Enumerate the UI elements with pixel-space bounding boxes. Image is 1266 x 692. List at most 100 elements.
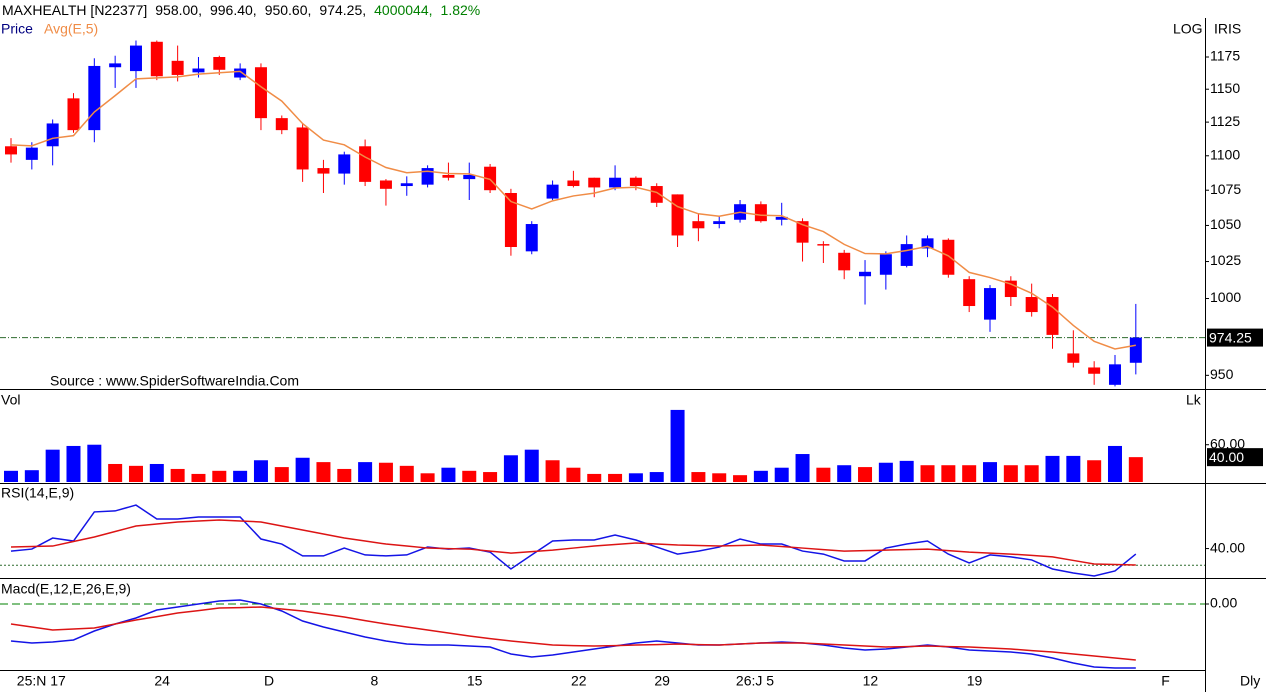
volume-bar	[670, 409, 685, 482]
volume-bar	[795, 454, 810, 482]
volume-bar	[1045, 455, 1060, 482]
volume-bar	[503, 455, 518, 482]
volume-bar	[441, 467, 456, 482]
candle-body	[942, 239, 955, 275]
source: Source : www.SpiderSoftwareIndia.Com	[50, 373, 299, 389]
header-value: 4000044,	[374, 2, 432, 18]
volume-bar	[108, 463, 123, 482]
volume-bar	[628, 473, 643, 482]
line	[10, 504, 1137, 577]
line	[10, 519, 1136, 566]
scale-label: LOG	[1173, 21, 1203, 37]
volume-bar	[524, 449, 539, 482]
y-tick-label: 1075	[1210, 181, 1241, 197]
candle-body	[379, 180, 392, 189]
y-tick-label: 1050	[1210, 216, 1241, 232]
x-tick-label: F	[1161, 673, 1170, 689]
period-label: Dly	[1240, 673, 1260, 689]
candle-body	[504, 192, 517, 247]
volume-bar	[170, 468, 185, 482]
value-tag: 40.00	[1209, 449, 1244, 465]
x-tick-label: 22	[571, 673, 587, 689]
x-tick-label: 24	[154, 673, 170, 689]
volume-bar	[878, 462, 893, 482]
volume-bar	[649, 472, 664, 482]
volume-bar	[295, 457, 310, 482]
candle-body	[879, 254, 892, 275]
volume-bar	[87, 444, 102, 482]
candle-body	[1046, 297, 1059, 335]
volume-bar	[420, 473, 435, 482]
candle-body	[5, 146, 17, 155]
candle-body	[546, 184, 559, 199]
candle-body	[338, 154, 351, 174]
line	[10, 70, 1136, 350]
candle-body	[963, 279, 976, 307]
volume-bar	[191, 473, 206, 482]
volume-bar	[24, 470, 39, 482]
y-tick-label: 1150	[1210, 80, 1240, 96]
volume-bar	[941, 465, 956, 482]
scale-label: IRIS	[1214, 21, 1241, 37]
volume-bar	[45, 449, 60, 482]
line	[10, 606, 1136, 661]
candle-body	[463, 174, 476, 180]
volume-bar	[545, 460, 560, 482]
candle-body	[1129, 337, 1142, 363]
volume-bar	[920, 465, 935, 482]
volume-bar	[337, 468, 352, 482]
volume-bar	[399, 465, 414, 482]
price-label: Price	[1, 21, 33, 37]
candle-body	[609, 177, 622, 188]
y-tick-label: 1175	[1210, 48, 1240, 64]
unit-label: Lk	[1186, 392, 1202, 408]
volume-bar	[1024, 465, 1039, 482]
value-tag-bg	[1207, 328, 1263, 347]
x-tick-label: 26:J 5	[736, 673, 774, 689]
candle-body	[984, 288, 997, 320]
volume-bar	[358, 462, 373, 482]
x-tick-label: 19	[967, 673, 983, 689]
x-tick-label: 25:N 17	[17, 673, 66, 689]
volume-bar	[691, 472, 706, 482]
candle-body	[1067, 353, 1080, 363]
candle-body	[46, 123, 59, 147]
volume-bar	[983, 462, 998, 482]
volume-bar	[1128, 457, 1143, 482]
candle-body	[713, 221, 726, 225]
candle-body	[317, 168, 330, 174]
volume-bar	[899, 460, 914, 482]
candle-body	[109, 63, 122, 68]
candle-body	[1108, 364, 1121, 385]
candle-body	[754, 204, 767, 222]
volume-bar	[962, 465, 977, 482]
header-value: 958.00,	[155, 2, 202, 18]
volume-bar	[774, 467, 789, 482]
candle-body	[859, 271, 872, 277]
volume-bar	[1087, 460, 1102, 482]
volume-bar	[212, 470, 227, 482]
candle-body	[88, 65, 101, 131]
volume-bar	[274, 467, 289, 482]
candle-body	[817, 244, 830, 246]
header-value: 1.82%	[441, 2, 481, 18]
volume-bar	[66, 445, 81, 482]
y-tick-label: 950	[1210, 366, 1234, 382]
candle-body	[775, 216, 788, 220]
candle-body	[254, 67, 267, 119]
candle-body	[359, 146, 372, 182]
header-value: 996.40,	[210, 2, 257, 18]
candle-body	[171, 60, 184, 75]
volume-bar	[733, 475, 748, 482]
y-tick-label: 1025	[1210, 252, 1241, 268]
candle-body	[1025, 297, 1038, 313]
volume-bar	[712, 473, 727, 482]
panel-title: Vol	[1, 392, 20, 408]
x-tick-label: 8	[370, 673, 378, 689]
candle-body	[921, 238, 934, 249]
x-tick-label: 12	[863, 673, 879, 689]
candle-body	[900, 244, 913, 266]
candle-body	[296, 127, 309, 170]
candle-body	[150, 41, 163, 77]
